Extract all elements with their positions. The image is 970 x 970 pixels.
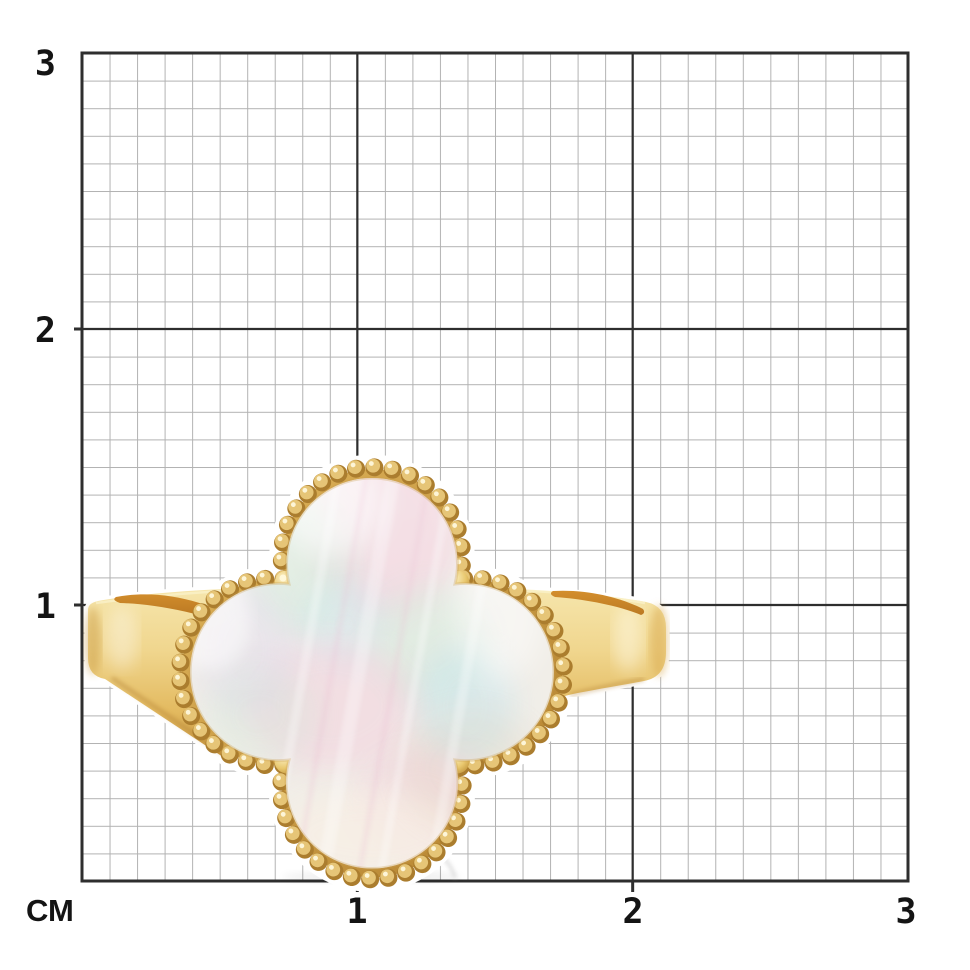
x-axis-label-1: 1 [346,892,367,932]
x-axis-label-2: 2 [622,892,643,932]
band-right-bottom-edge-shade [569,677,645,697]
y-axis-label-1: 1 [35,587,56,627]
unit-label-cm: СМ [26,893,74,928]
y-axis-label-3: 3 [35,44,56,84]
band-right-end-shade [650,605,668,677]
ring-inner-opening-left [114,594,256,636]
band-left-highlight [106,606,138,670]
axis-labels: 3 2 1 СМ 1 2 3 [26,44,917,932]
ring-inner-opening-right [550,590,645,615]
band-right-highlight [613,604,643,672]
x-axis-label-3: 3 [895,892,916,932]
prong-spec [279,574,287,582]
y-axis-label-2: 2 [35,311,56,351]
grid-border [80,51,910,883]
band-left-end-shade [85,607,101,675]
band-left-bottom-edge-shade [110,676,225,755]
